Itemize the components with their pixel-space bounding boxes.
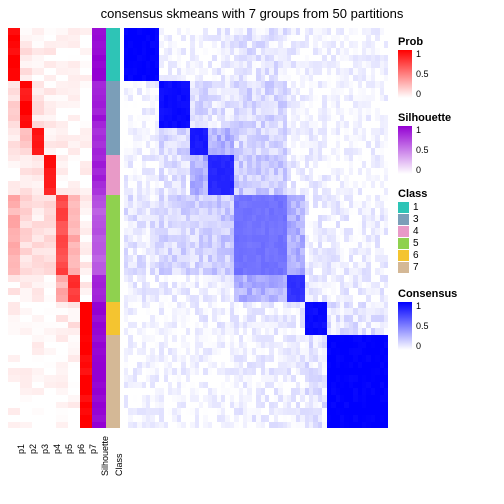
p-column-5 <box>56 28 68 428</box>
legend-class: Class134567 <box>398 188 498 274</box>
legend-consensus: Consensus10.50 <box>398 288 498 350</box>
legend-silhouette: Silhouette10.50 <box>398 112 498 174</box>
axis-label: p2 <box>28 442 38 454</box>
axis-label: Class <box>114 462 124 476</box>
axis-label: p4 <box>52 442 62 454</box>
class-column <box>106 28 120 428</box>
axis-label: p3 <box>40 442 50 454</box>
plot-area <box>8 28 388 428</box>
axis-label: p7 <box>88 442 98 454</box>
p-column-2 <box>20 28 32 428</box>
axis-label: p6 <box>76 442 86 454</box>
axis-label: p1 <box>16 442 26 454</box>
p-column-7 <box>80 28 92 428</box>
p-column-4 <box>44 28 56 428</box>
legend-prob: Prob10.50 <box>398 36 498 98</box>
p-column-1 <box>8 28 20 428</box>
plot-title: consensus skmeans with 7 groups from 50 … <box>0 6 504 21</box>
silhouette-column <box>92 28 106 428</box>
axis-label: p5 <box>64 442 74 454</box>
axis-label: Silhouette <box>100 462 110 476</box>
p-column-6 <box>68 28 80 428</box>
p-column-3 <box>32 28 44 428</box>
